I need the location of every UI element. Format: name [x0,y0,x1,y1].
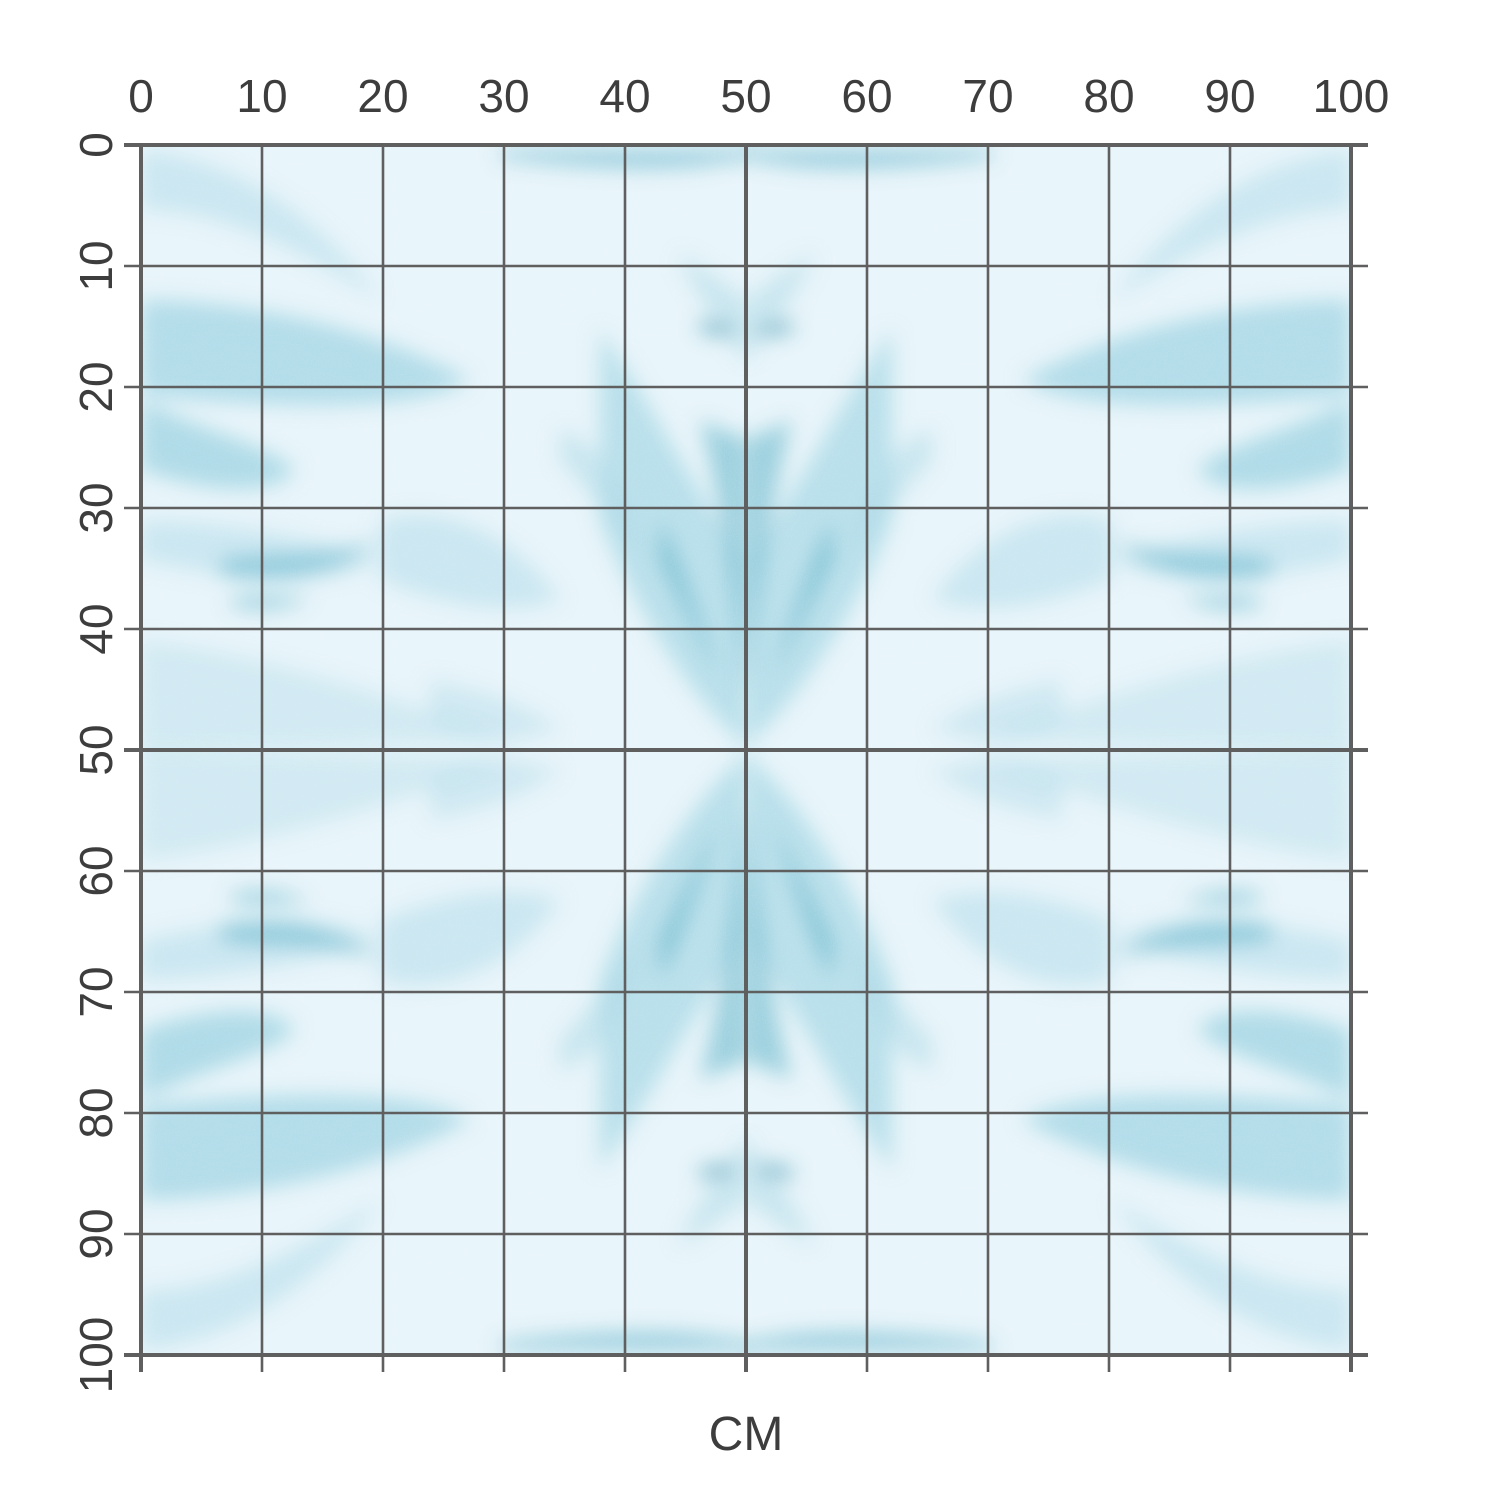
top-axis-tick-label: 80 [1083,70,1134,122]
top-axis-tick-label: 90 [1204,70,1255,122]
left-axis-tick-label: 70 [70,966,122,1017]
left-axis-tick-label: 40 [70,603,122,654]
left-axis-tick-label: 50 [70,724,122,775]
left-axis-tick-label: 80 [70,1087,122,1138]
top-axis-labels: 0 10 20 30 40 50 60 70 80 90 100 [128,70,1389,122]
top-axis-tick-label: 20 [357,70,408,122]
top-axis-tick-label: 60 [841,70,892,122]
left-axis-tick-label: 0 [70,132,122,158]
left-axis-tick-label: 20 [70,361,122,412]
left-axis-tick-label: 60 [70,845,122,896]
grid-lines [124,143,1368,1372]
top-axis-tick-label: 10 [236,70,287,122]
left-axis-labels: 0 10 20 30 40 50 60 70 80 90 100 [70,132,122,1393]
top-axis-tick-label: 30 [478,70,529,122]
left-axis-tick-label: 90 [70,1208,122,1259]
left-axis-tick-label: 100 [70,1317,122,1394]
left-axis-tick-label: 30 [70,482,122,533]
top-axis-tick-label: 100 [1313,70,1390,122]
top-axis-tick-label: 70 [962,70,1013,122]
top-axis-tick-label: 40 [599,70,650,122]
top-axis-tick-label: 0 [128,70,154,122]
unit-label: CM [709,1408,784,1461]
left-axis-tick-label: 10 [70,240,122,291]
top-axis-tick-label: 50 [720,70,771,122]
